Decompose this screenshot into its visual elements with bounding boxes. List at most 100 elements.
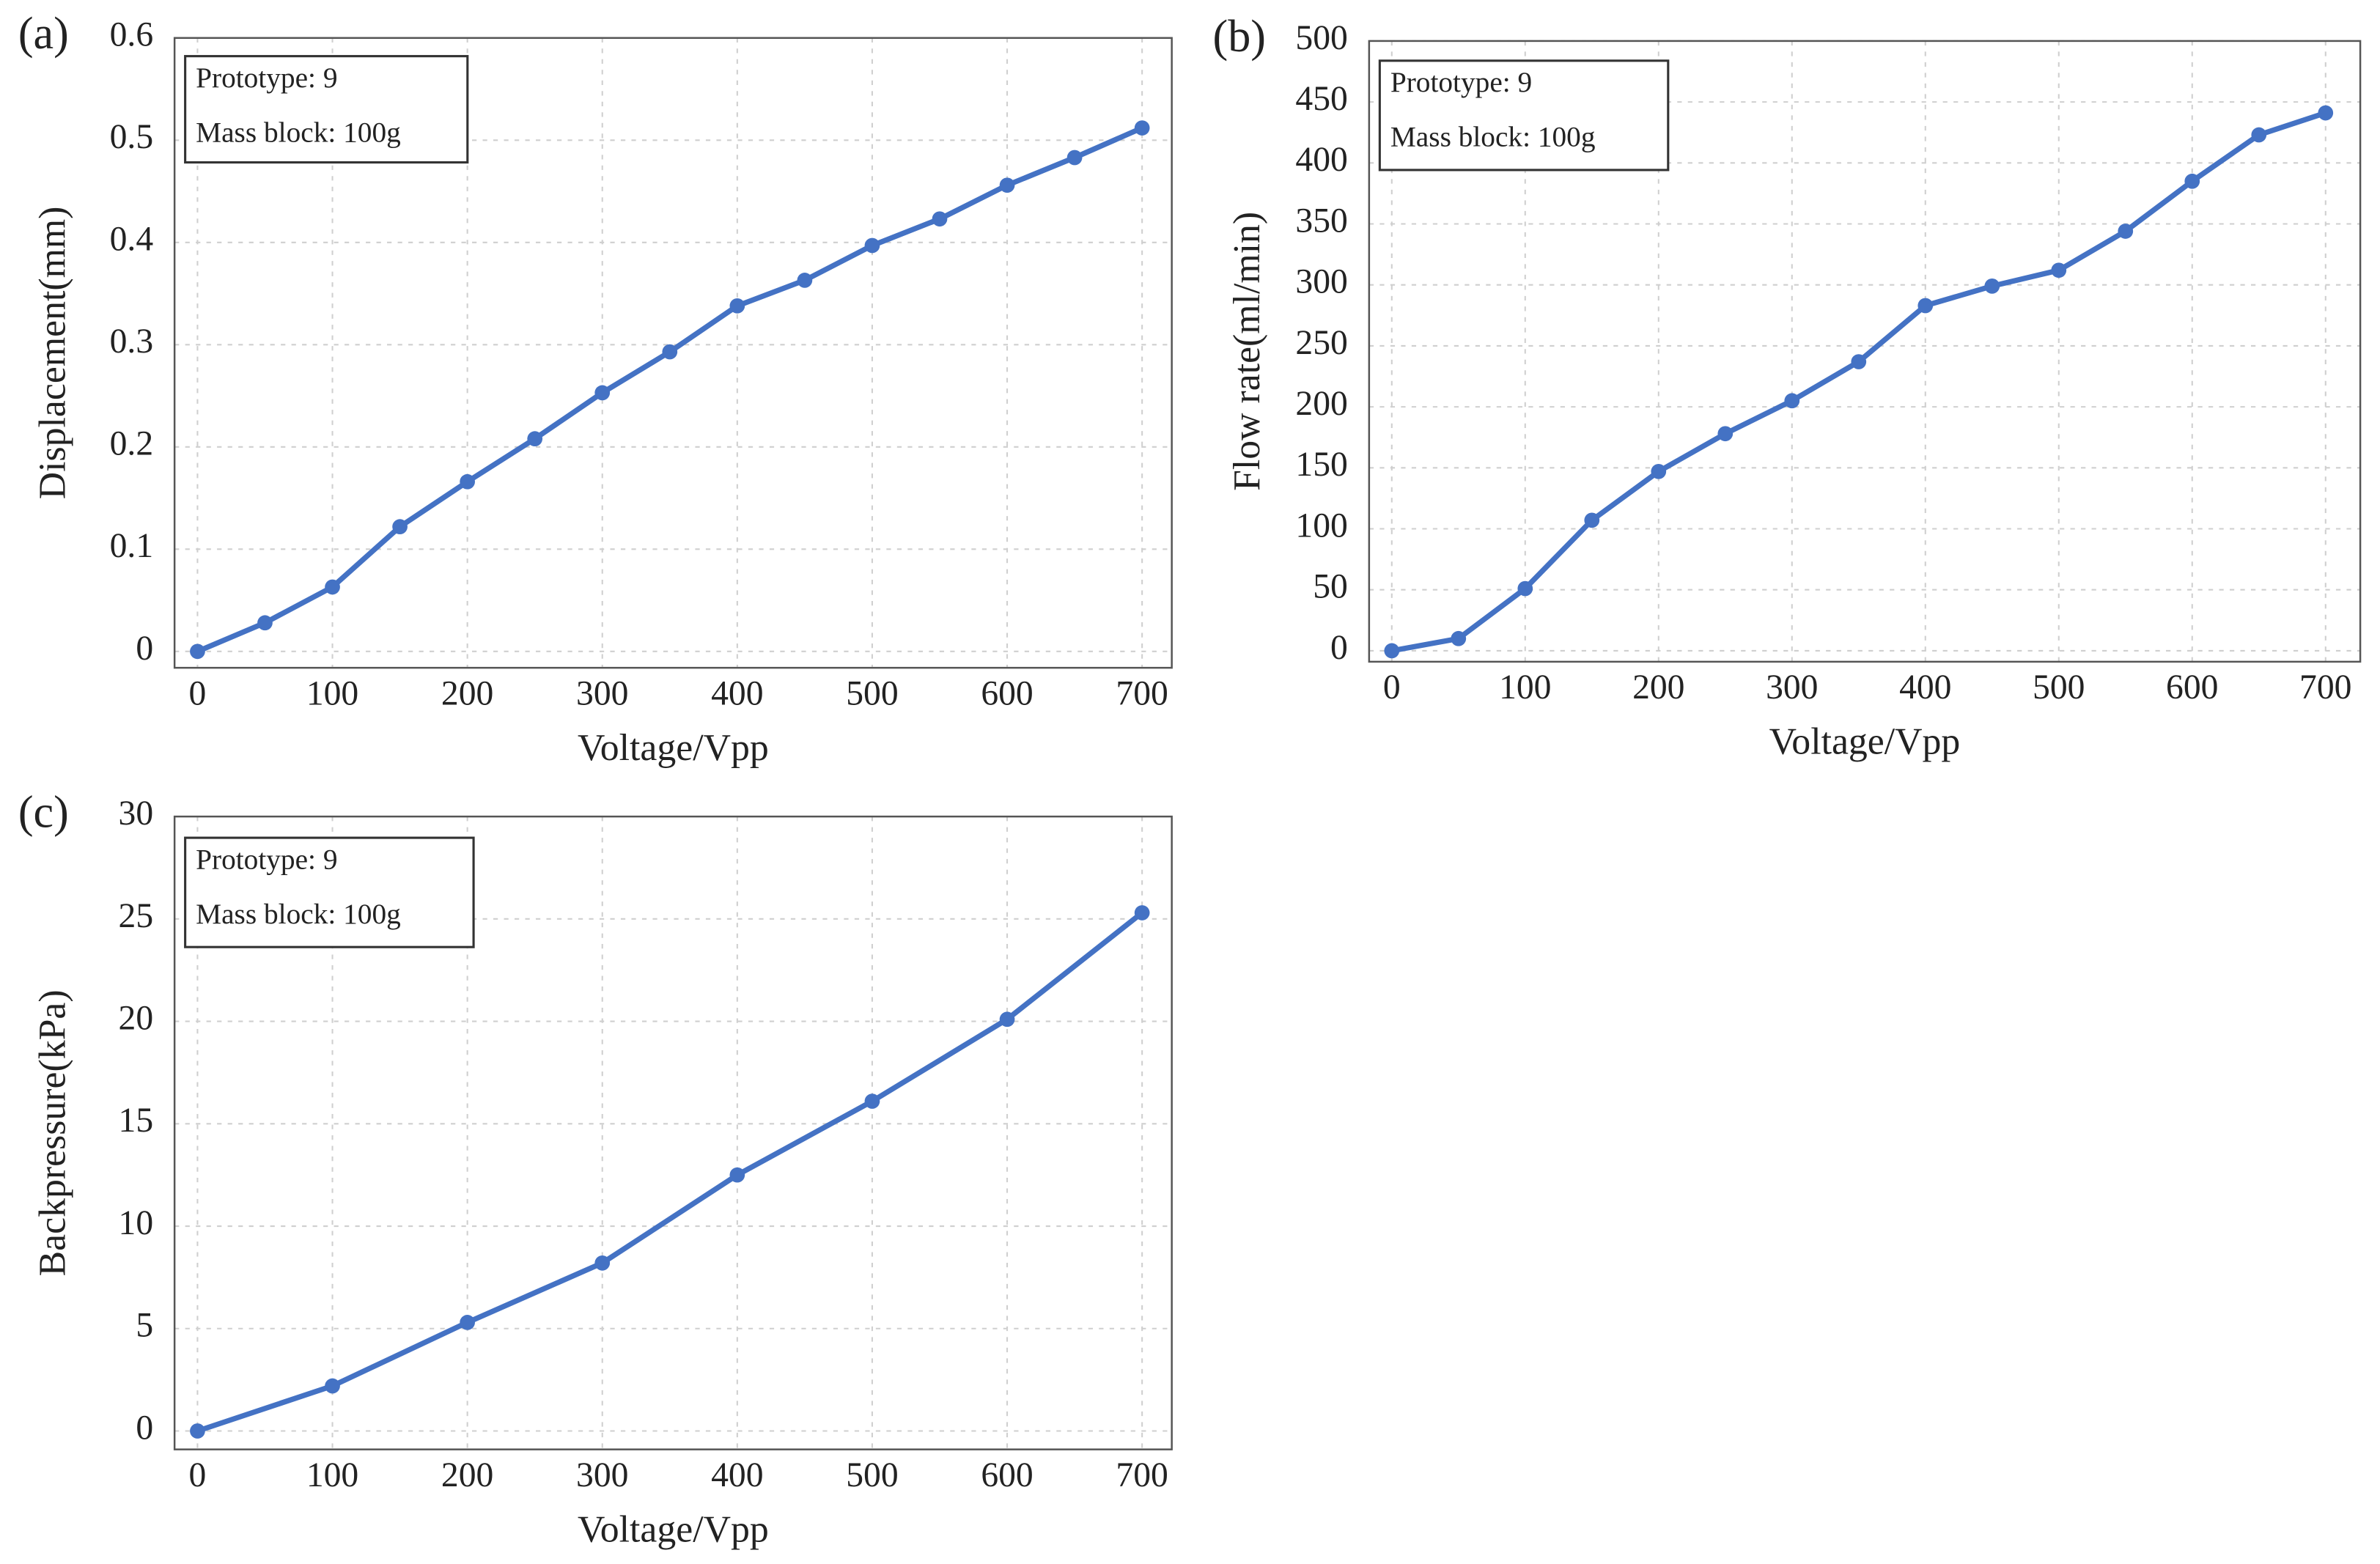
annotation-box (184, 55, 469, 164)
panel-label: (c) (18, 787, 69, 837)
x-tick-label: 0 (189, 1456, 207, 1494)
y-tick-label: 0.4 (110, 221, 154, 259)
data-point (594, 385, 611, 401)
data-point (1917, 298, 1934, 314)
x-tick-label: 500 (846, 674, 898, 712)
y-tick-label: 20 (119, 999, 154, 1037)
data-point (999, 177, 1015, 193)
x-tick-label: 500 (846, 1456, 898, 1494)
y-tick-label: 250 (1295, 324, 1347, 362)
plot-frame (173, 815, 1173, 1450)
y-tick-label: 0.5 (110, 118, 154, 156)
y-tick-label: 25 (119, 897, 154, 935)
x-tick-label: 200 (441, 1456, 493, 1494)
y-tick-label: 0 (136, 630, 153, 668)
x-tick-label: 700 (1116, 1456, 1168, 1494)
x-axis-label: Voltage/Vpp (1769, 721, 1961, 763)
y-tick-label: 15 (119, 1102, 154, 1140)
x-tick-label: 0 (189, 674, 207, 712)
annotation: Prototype: 9 (196, 62, 337, 94)
data-point (190, 1423, 205, 1439)
y-tick-label: 50 (1313, 568, 1348, 606)
y-axis-label: Displacement(mm) (32, 207, 73, 500)
x-tick-label: 300 (576, 674, 628, 712)
y-tick-label: 0 (1330, 629, 1348, 667)
data-point (729, 298, 745, 314)
data-point (1717, 426, 1734, 442)
x-axis-label: Voltage/Vpp (578, 1508, 769, 1550)
x-tick-label: 500 (2033, 668, 2085, 707)
data-point (1851, 354, 1867, 369)
data-line (196, 125, 1143, 654)
x-tick-label: 0 (1383, 668, 1401, 707)
data-point (1984, 279, 2000, 294)
data-point (527, 431, 543, 447)
data-point (1517, 580, 1533, 597)
data-point (460, 1315, 475, 1330)
x-tick-label: 600 (981, 1456, 1033, 1494)
data-point (1384, 643, 1400, 659)
data-point (2118, 224, 2134, 239)
y-axis-label: Flow rate(ml/min) (1226, 212, 1268, 491)
x-tick-label: 100 (306, 674, 358, 712)
y-tick-label: 300 (1295, 263, 1347, 301)
y-tick-label: 0 (136, 1409, 153, 1447)
data-point (2184, 173, 2200, 189)
data-point (729, 1167, 745, 1183)
x-tick-label: 400 (1899, 668, 1951, 707)
y-tick-label: 350 (1295, 202, 1347, 240)
data-point (1784, 393, 1800, 409)
x-tick-label: 300 (576, 1456, 628, 1494)
annotation: Prototype: 9 (1390, 66, 1532, 98)
data-point (460, 473, 475, 490)
annotation: Mass block: 100g (196, 116, 401, 148)
annotation: Prototype: 9 (196, 843, 337, 875)
y-tick-label: 10 (119, 1204, 154, 1242)
data-point (932, 211, 948, 227)
x-tick-label: 700 (1116, 674, 1168, 712)
x-tick-label: 200 (441, 674, 493, 712)
x-tick-label: 300 (1766, 668, 1818, 707)
data-point (2251, 127, 2267, 143)
data-point (797, 273, 813, 288)
x-tick-label: 100 (1499, 668, 1551, 707)
y-tick-label: 0.6 (110, 16, 154, 54)
y-tick-label: 5 (136, 1307, 153, 1345)
x-tick-label: 200 (1632, 668, 1684, 707)
y-tick-label: 400 (1295, 141, 1347, 179)
y-tick-label: 100 (1295, 506, 1347, 545)
data-point (1584, 512, 1600, 528)
plot-frame (173, 37, 1173, 669)
y-tick-label: 500 (1295, 19, 1347, 57)
y-tick-label: 0.2 (110, 425, 154, 463)
y-tick-label: 450 (1295, 80, 1347, 118)
annotation: Mass block: 100g (1390, 121, 1596, 153)
x-tick-label: 400 (711, 1456, 763, 1494)
data-point (1134, 905, 1150, 921)
data-point (1066, 150, 1083, 166)
x-tick-label: 600 (2166, 668, 2218, 707)
x-tick-label: 400 (711, 674, 763, 712)
data-line (196, 910, 1144, 1434)
y-axis-label: Backpressure(kPa) (32, 989, 73, 1276)
y-tick-label: 30 (119, 794, 154, 833)
data-point (190, 643, 205, 660)
y-tick-label: 200 (1295, 385, 1347, 423)
y-tick-label: 0.3 (110, 322, 154, 361)
x-tick-label: 700 (2299, 668, 2351, 707)
panel-label: (b) (1213, 12, 1266, 62)
panel-label: (a) (18, 9, 69, 59)
data-point (257, 615, 273, 631)
data-line (1391, 110, 2326, 654)
data-point (2051, 262, 2067, 279)
data-point (864, 1093, 880, 1109)
data-point (864, 237, 880, 254)
data-point (1651, 463, 1667, 479)
annotation-box (184, 836, 475, 948)
y-tick-label: 150 (1295, 446, 1347, 484)
x-tick-label: 600 (981, 674, 1033, 712)
x-tick-label: 100 (306, 1456, 358, 1494)
data-point (662, 344, 678, 360)
